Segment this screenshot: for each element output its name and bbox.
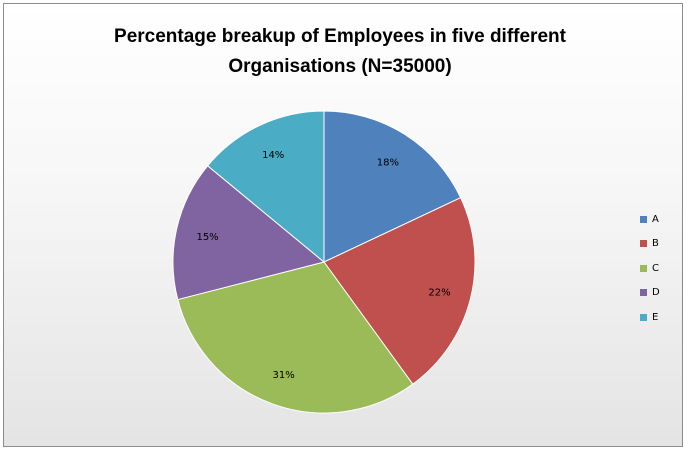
legend-item-e: E	[640, 305, 660, 330]
data-label-e: 14%	[262, 150, 284, 161]
chart-title-line-2: Organisations (N=35000)	[228, 56, 452, 77]
legend-swatch-c	[640, 264, 647, 272]
legend-item-a: A	[640, 207, 660, 232]
data-label-d: 15%	[196, 232, 218, 243]
legend-swatch-e	[640, 313, 647, 321]
pie-slice-d	[172, 165, 326, 301]
pie-slice-c	[177, 261, 414, 414]
data-label-b: 22%	[428, 288, 450, 299]
legend-item-b: B	[640, 232, 660, 257]
pie-slice-b	[323, 197, 476, 385]
legend-label-d: D	[652, 287, 660, 299]
legend-swatch-b	[640, 240, 647, 248]
legend-item-c: C	[640, 256, 660, 281]
legend-label-b: B	[652, 238, 659, 250]
data-label-c: 31%	[272, 370, 294, 381]
legend-label-a: A	[652, 213, 659, 225]
legend-item-d: D	[640, 281, 660, 306]
legend-swatch-d	[640, 289, 647, 297]
data-label-a: 18%	[377, 157, 399, 168]
pie-slice-e	[206, 110, 325, 264]
chart-title: Percentage breakup of Employees in five …	[100, 22, 580, 82]
chart-title-line-1: Percentage breakup of Employees in five …	[114, 26, 566, 47]
legend-label-e: E	[652, 311, 659, 323]
pie-slice-a	[323, 110, 462, 263]
legend-label-c: C	[652, 262, 659, 274]
legend-swatch-a	[640, 215, 647, 223]
